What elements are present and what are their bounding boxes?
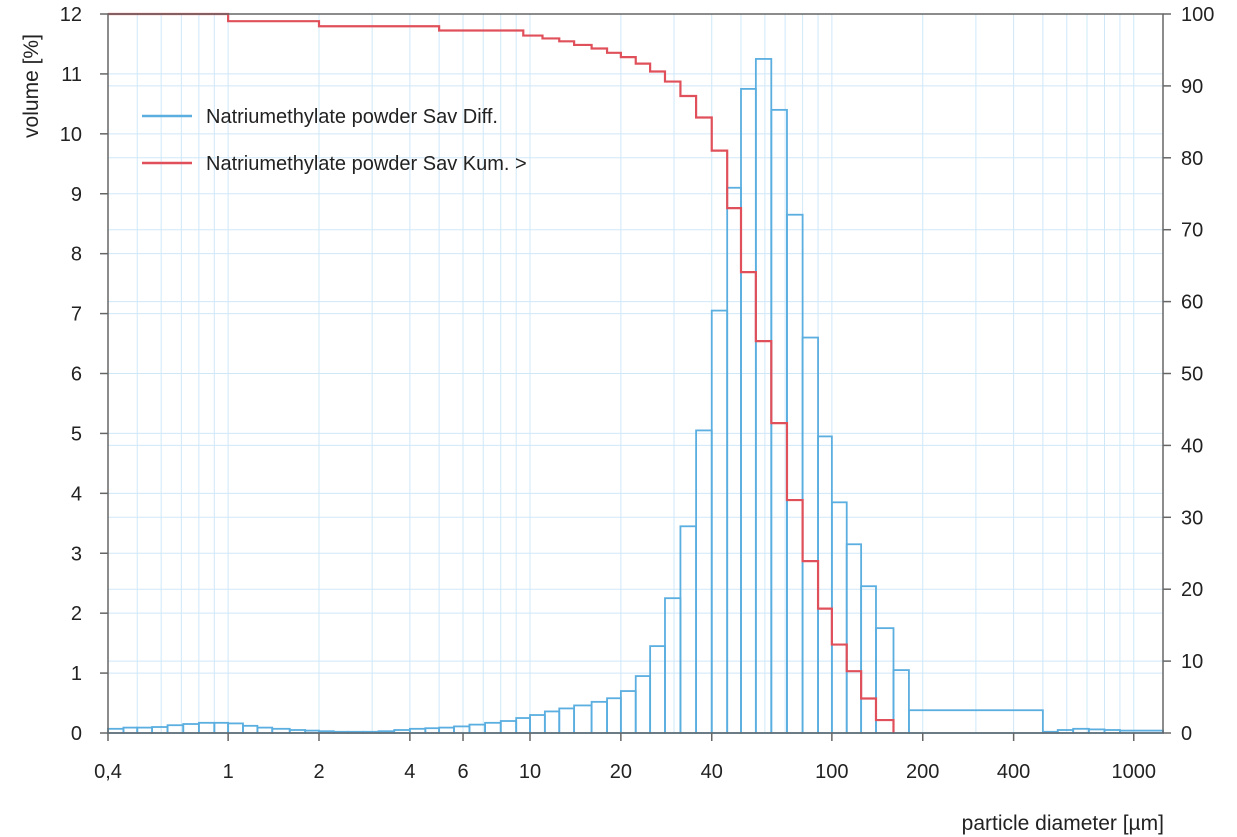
- y-tick-label: 3: [71, 543, 82, 565]
- legend: Natriumethylate powder Sav Diff. Natrium…: [142, 106, 527, 175]
- diff-bar: [619, 690, 637, 734]
- x-tick-label: 20: [610, 761, 632, 783]
- y2-tick-label: 50: [1181, 364, 1203, 386]
- diff-bar: [499, 720, 518, 734]
- legend-diff-label: Natriumethylate powder Sav Diff.: [206, 106, 498, 128]
- diff-bar: [830, 501, 848, 734]
- diff-bar: [695, 429, 713, 734]
- x-tick-label: 1: [223, 761, 234, 783]
- y-tick-label: 11: [61, 64, 82, 86]
- diff-bar: [860, 585, 877, 734]
- diff-bar: [182, 723, 200, 734]
- diff-bar: [801, 336, 819, 734]
- x-tick-label: 1000: [1111, 761, 1156, 783]
- y2-tick-label: 80: [1181, 148, 1203, 170]
- diff-bar: [242, 724, 259, 734]
- diff-bar: [197, 721, 216, 734]
- diff-bar: [845, 543, 863, 734]
- x-tick-label: 2: [313, 761, 324, 783]
- x-tick-label: 0,4: [94, 761, 122, 783]
- x-tick-label: 6: [457, 761, 468, 783]
- diff-bar: [122, 726, 139, 734]
- y-tick-label: 2: [71, 603, 82, 625]
- diff-bar: [634, 675, 652, 734]
- diff-bar: [817, 435, 833, 734]
- y2-tick-label: 40: [1181, 435, 1203, 457]
- diff-bar: [875, 627, 895, 734]
- diff-bar: [136, 726, 154, 734]
- y-tick-label: 7: [71, 304, 82, 326]
- diff-bar: [590, 700, 608, 734]
- diff-bar: [726, 186, 742, 734]
- y2-tick-label: 90: [1181, 76, 1203, 98]
- diff-bar: [484, 721, 502, 734]
- cum-line: [108, 12, 895, 733]
- diff-bar: [649, 645, 666, 734]
- x-axis-title: particle diameter [µm]: [962, 812, 1164, 835]
- y-tick-label: 5: [71, 423, 82, 445]
- y2-tick-label: 10: [1181, 651, 1203, 673]
- y-tick-label: 1: [71, 663, 82, 685]
- diff-bar: [543, 710, 561, 734]
- y-tick-label: 8: [71, 244, 82, 266]
- cumulative-curve: [108, 12, 895, 733]
- y2-tick-label: 100: [1181, 4, 1214, 26]
- x-tick-label: 400: [997, 761, 1030, 783]
- y2-tick-label: 30: [1181, 507, 1203, 529]
- diff-bar: [679, 525, 697, 734]
- diff-bar: [740, 87, 757, 734]
- x-tick-label: 200: [906, 761, 939, 783]
- legend-cum-label: Natriumethylate powder Sav Kum. >: [206, 153, 527, 175]
- y-axis-title: volume [%]: [20, 34, 43, 138]
- diff-bar: [438, 726, 455, 734]
- y2-tick-label: 70: [1181, 220, 1203, 242]
- diff-bar: [606, 697, 622, 734]
- diff-bar: [515, 717, 531, 734]
- y2-tick-label: 0: [1181, 723, 1192, 745]
- y-tick-label: 12: [60, 4, 82, 26]
- diff-bar: [573, 704, 593, 734]
- y-tick-label: 9: [71, 184, 82, 206]
- diff-bar: [213, 721, 230, 734]
- diff-bar: [256, 726, 274, 734]
- x-tick-label: 40: [701, 761, 723, 783]
- diff-bar: [558, 707, 576, 734]
- diff-bar: [529, 714, 546, 734]
- diff-bar: [151, 726, 169, 734]
- x-tick-label: 100: [815, 761, 848, 783]
- diff-bar: [892, 669, 910, 734]
- diff-bar: [754, 58, 773, 734]
- y-tick-label: 4: [71, 483, 82, 505]
- x-tick-label: 4: [404, 761, 415, 783]
- diff-bar: [227, 722, 244, 734]
- x-tick-label: 10: [519, 761, 541, 783]
- y-tick-label: 10: [60, 124, 82, 146]
- y-tick-label: 0: [71, 723, 82, 745]
- axes: 0,4 1 2 4 6 10 20 40 100 200 400 100001234567891011…: [60, 4, 1215, 783]
- diff-bar: [453, 725, 471, 734]
- diff-bar: [664, 597, 682, 734]
- y-tick-label: 6: [71, 364, 82, 386]
- y2-tick-label: 20: [1181, 579, 1203, 601]
- diff-bar: [786, 213, 804, 734]
- y2-tick-label: 60: [1181, 292, 1203, 314]
